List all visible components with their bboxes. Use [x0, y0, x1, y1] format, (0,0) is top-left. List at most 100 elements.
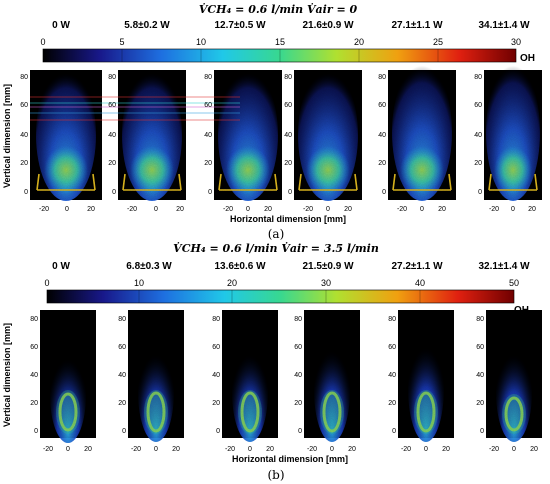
y-tick: 20 [204, 160, 212, 167]
y-tick: 40 [212, 372, 220, 379]
y-tick: 40 [284, 132, 292, 139]
power-label: 5.8±0.2 W [124, 20, 170, 31]
panel-a-xlabel: Horizontal dimension [mm] [230, 214, 346, 224]
x-tick: -20 [307, 446, 317, 453]
power-label: 21.5±0.9 W [302, 261, 354, 272]
y-tick: 80 [476, 316, 484, 323]
flame-image-b6 [486, 310, 542, 442]
y-tick: 0 [288, 189, 292, 196]
panel-b-ylabel: Vertical dimension [mm] [2, 323, 12, 427]
x-tick: 0 [66, 446, 70, 453]
y-tick: 0 [298, 428, 302, 435]
colorbar-tick: 40 [415, 278, 425, 288]
y-tick: 0 [122, 428, 126, 435]
y-tick: 40 [20, 132, 28, 139]
y-tick: 60 [30, 344, 38, 351]
x-tick: 0 [154, 446, 158, 453]
y-tick: 0 [112, 189, 116, 196]
x-tick: 20 [528, 206, 536, 213]
y-tick: 80 [212, 316, 220, 323]
colorbar-tick: 15 [275, 37, 285, 47]
flame-image-b4 [304, 310, 360, 442]
y-tick: 0 [24, 189, 28, 196]
y-tick: 40 [476, 372, 484, 379]
panel-b-images [40, 310, 542, 443]
y-tick: 0 [34, 428, 38, 435]
panel-b-yticks: 80 60 40 20 0 80 60 40 20 0 80 60 40 20 … [30, 316, 484, 435]
x-tick: 0 [420, 206, 424, 213]
power-label: 27.2±1.1 W [391, 261, 443, 272]
y-tick: 20 [388, 400, 396, 407]
panel-b: V̇CH₄ = 0.6 l/min V̇air = 3.5 l/min 0 W … [2, 242, 542, 482]
flame-image-a2 [118, 69, 186, 201]
panel-a-images [30, 63, 542, 201]
x-tick: -20 [127, 206, 137, 213]
x-tick: 20 [530, 446, 538, 453]
y-tick: 80 [284, 74, 292, 81]
x-tick: 0 [330, 446, 334, 453]
y-tick: 20 [378, 160, 386, 167]
y-tick: 60 [294, 344, 302, 351]
panel-a: V̇CH₄ = 0.6 l/min V̇air = 0 0 W 5.8±0.2 … [2, 3, 542, 241]
y-tick: 0 [480, 428, 484, 435]
x-tick: -20 [303, 206, 313, 213]
y-tick: 20 [30, 400, 38, 407]
panel-a-yticks: 80 60 40 20 0 80 60 40 20 0 80 60 40 20 … [20, 74, 482, 196]
panel-b-title: V̇CH₄ = 0.6 l/min V̇air = 3.5 l/min [173, 242, 379, 255]
x-tick: 20 [438, 206, 446, 213]
panel-b-xticks: -20 0 20 -20 0 20 -20 0 20 -20 0 20 -20 … [43, 446, 538, 453]
x-tick: 20 [348, 446, 356, 453]
y-tick: 60 [476, 344, 484, 351]
panel-a-caption: (a) [268, 227, 285, 241]
x-tick: 0 [248, 446, 252, 453]
y-tick: 0 [382, 189, 386, 196]
y-tick: 80 [294, 316, 302, 323]
y-tick: 80 [118, 316, 126, 323]
y-tick: 40 [30, 372, 38, 379]
colorbar-tick: 50 [509, 278, 519, 288]
flame-image-b3 [222, 310, 278, 442]
x-tick: 0 [424, 446, 428, 453]
colorbar-tick: 0 [40, 37, 45, 47]
y-tick: 60 [204, 102, 212, 109]
y-tick: 60 [474, 102, 482, 109]
y-tick: 60 [212, 344, 220, 351]
colorbar-label: OH [520, 53, 535, 64]
x-tick: -20 [131, 446, 141, 453]
y-tick: 0 [208, 189, 212, 196]
x-tick: -20 [401, 446, 411, 453]
colorbar-gradient [42, 48, 517, 63]
colorbar-tick: 30 [511, 37, 521, 47]
y-tick: 20 [284, 160, 292, 167]
y-tick: 80 [20, 74, 28, 81]
y-tick: 80 [388, 316, 396, 323]
x-tick: 0 [246, 206, 250, 213]
colorbar-tick: 10 [134, 278, 144, 288]
colorbar-tick: 20 [227, 278, 237, 288]
y-tick: 20 [294, 400, 302, 407]
power-label: 13.6±0.6 W [214, 261, 266, 272]
x-tick: -20 [225, 446, 235, 453]
x-tick: 0 [512, 446, 516, 453]
colorbar-tick: 10 [196, 37, 206, 47]
panel-b-colorbar: 0 10 20 30 40 50 OH [44, 278, 529, 316]
colorbar-tick: 25 [433, 37, 443, 47]
y-tick: 60 [118, 344, 126, 351]
y-tick: 0 [392, 428, 396, 435]
y-tick: 20 [20, 160, 28, 167]
x-tick: -20 [489, 446, 499, 453]
power-label: 27.1±1.1 W [391, 20, 443, 31]
y-tick: 20 [474, 160, 482, 167]
colorbar-ticks: 0 10 20 30 40 50 [44, 278, 519, 288]
y-tick: 40 [388, 372, 396, 379]
y-tick: 80 [30, 316, 38, 323]
y-tick: 0 [216, 428, 220, 435]
x-tick: 20 [87, 206, 95, 213]
y-tick: 80 [378, 74, 386, 81]
y-tick: 80 [204, 74, 212, 81]
flame-image-a3 [214, 69, 282, 201]
y-tick: 40 [474, 132, 482, 139]
reference-lines [30, 96, 240, 121]
power-label: 34.1±1.4 W [478, 20, 530, 31]
